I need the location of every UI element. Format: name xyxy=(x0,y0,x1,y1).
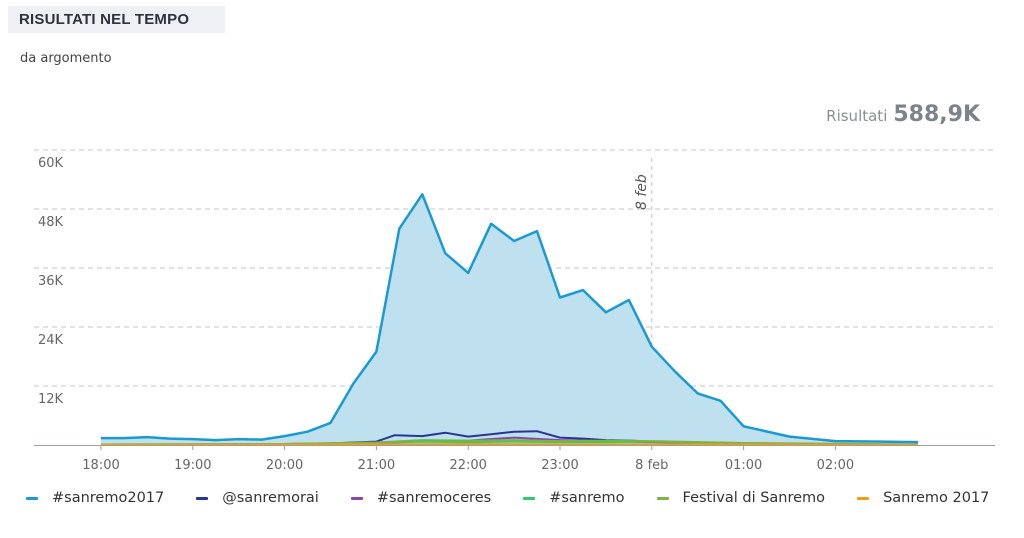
x-tick-label: 02:00 xyxy=(817,458,854,473)
series-line xyxy=(100,439,919,446)
x-tick-label: 19:00 xyxy=(174,458,211,473)
x-tick-label: 18:00 xyxy=(82,458,119,473)
area-layer xyxy=(101,194,918,445)
legend-swatch xyxy=(196,496,209,500)
results-summary: Risultati 588,9K xyxy=(826,102,980,127)
section-title-box: RISULTATI NEL TEMPO xyxy=(8,6,225,33)
results-value: 588,9K xyxy=(893,102,980,127)
series-line xyxy=(100,443,919,446)
legend-swatch xyxy=(350,496,363,500)
legend-item[interactable]: #sanremoceres xyxy=(350,490,492,506)
series-line xyxy=(101,193,919,444)
y-tick-label: 48K xyxy=(38,215,64,230)
x-tick-label: 23:00 xyxy=(541,458,578,473)
legend-item[interactable]: #sanremo2017 xyxy=(26,490,164,506)
legend-swatch xyxy=(26,496,38,500)
legend-label: Sanremo 2017 xyxy=(883,490,990,506)
legend-label: #sanremo2017 xyxy=(52,490,165,506)
x-tick-label: 8 feb xyxy=(635,458,668,473)
annotation-label: 8 feb xyxy=(634,174,650,210)
axis-layer: 60K 48K 36K 24K 12K 8 feb 18:00 19:00 20:00 21:00… xyxy=(34,156,995,473)
chart-legend: #sanremo2017 @sanremorai #sanremoceres #san… xyxy=(26,490,989,506)
series-area xyxy=(101,194,918,445)
line-layer xyxy=(100,193,919,446)
section-title: RISULTATI NEL TEMPO xyxy=(19,11,190,28)
results-label: Risultati xyxy=(826,107,888,125)
legend-swatch xyxy=(857,496,870,500)
y-tick-label: 60K xyxy=(38,156,64,171)
legend-swatch xyxy=(656,496,669,500)
y-tick-label: 36K xyxy=(38,274,64,289)
x-tick-label: 21:00 xyxy=(358,458,395,473)
legend-label: #sanremoceres xyxy=(376,490,492,506)
legend-label: Festival di Sanremo xyxy=(682,490,826,506)
x-tick-label: 22:00 xyxy=(449,458,486,473)
legend-label: #sanremo xyxy=(549,490,625,506)
x-tick-label: 20:00 xyxy=(266,458,303,473)
legend-item[interactable]: #sanremo xyxy=(523,490,625,506)
legend-item[interactable]: @sanremorai xyxy=(196,490,319,506)
legend-item[interactable]: Festival di Sanremo xyxy=(656,490,826,506)
legend-label: @sanremorai xyxy=(222,490,319,506)
legend-item[interactable]: Sanremo 2017 xyxy=(857,490,989,506)
y-tick-label: 12K xyxy=(38,392,64,407)
section-subtitle: da argomento xyxy=(20,51,112,66)
x-tick-label: 01:00 xyxy=(725,458,762,473)
legend-swatch xyxy=(523,496,536,500)
y-tick-label: 24K xyxy=(38,333,64,348)
